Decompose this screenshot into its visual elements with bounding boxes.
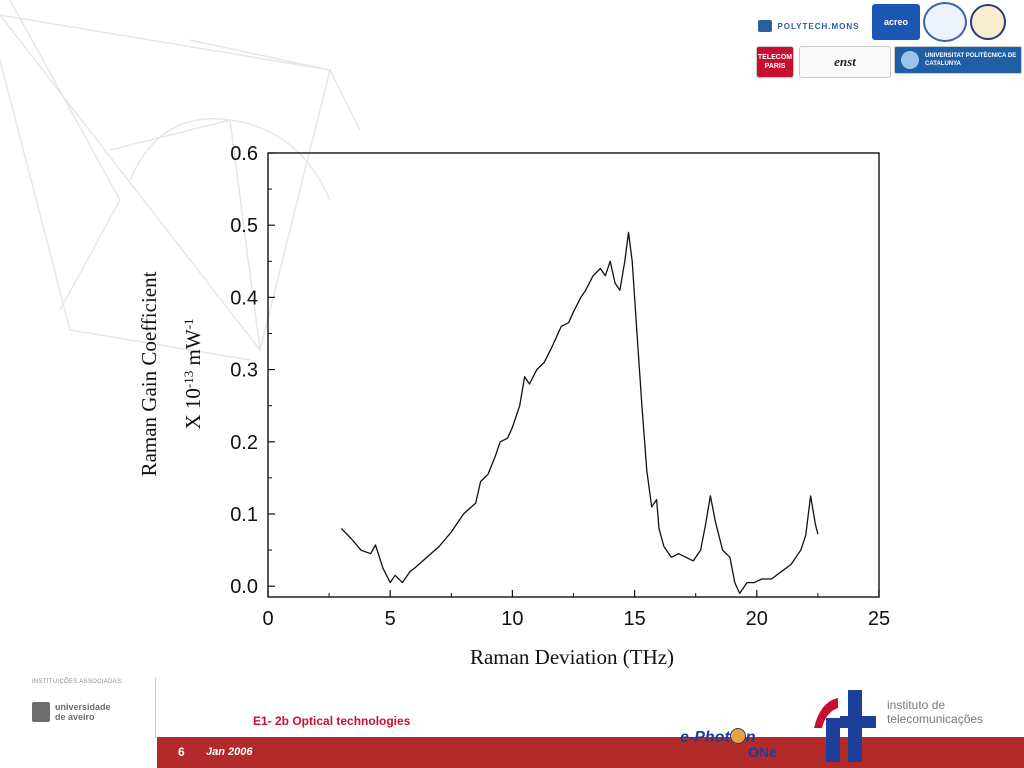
y-axis-title: Raman Gain Coefficient X 10-13 mW-1 (137, 271, 205, 476)
y-axis-ticks: 0.0 0.1 0.2 0.3 0.4 0.5 0.6 (230, 143, 275, 598)
it-line1: instituto de (887, 698, 946, 712)
ephoton-text-post: n (745, 729, 756, 746)
page-number: 6 (178, 745, 185, 759)
polytech-mark-icon (758, 20, 773, 32)
y-tick-label: 0.2 (230, 432, 258, 454)
raman-gain-curve (340, 231, 819, 595)
acreo-logo-text: acreo (883, 17, 909, 27)
footer-red-bar (157, 737, 1024, 768)
associated-institutions-label: INSTITUIÇÕES ASSOCIADAS: (32, 679, 124, 685)
polytech-mons-logo: POLYTECH.MONS (754, 16, 864, 36)
university-crest-logo (970, 4, 1006, 40)
university-seal-logo (923, 2, 967, 42)
x-tick-label: 5 (385, 608, 396, 630)
footer-date: Jan 2006 (206, 746, 253, 758)
y-axis-title-line1: Raman Gain Coefficient (137, 271, 161, 476)
y-tick-label: 0.6 (230, 143, 258, 165)
universidade-aveiro-logo: universidade de aveiro (32, 702, 111, 722)
instituto-telecom-text: instituto de telecomunicações (887, 698, 983, 726)
x-tick-label: 25 (868, 608, 890, 630)
x-tick-label: 20 (746, 608, 768, 630)
enst-bretagne-logo: enst (799, 46, 891, 78)
upc-logo-text: UNIVERSITAT POLITÈCNICA DE CATALUNYA (925, 53, 1017, 67)
x-axis-title: Raman Deviation (THz) (470, 645, 674, 669)
telecom-logo-text: TELECOM PARIS (757, 54, 793, 70)
x-axis-ticks: 0 5 10 15 20 25 (262, 590, 890, 630)
y-tick-label: 0.0 (230, 576, 258, 598)
aveiro-line1: universidade (55, 702, 111, 712)
upc-mark-icon (901, 51, 919, 69)
aveiro-mark-icon (32, 702, 50, 722)
enst-logo-text: enst (834, 54, 856, 69)
y-tick-label: 0.1 (230, 504, 258, 526)
footer-divider (155, 678, 156, 738)
course-title: E1- 2b Optical technologies (253, 714, 411, 728)
x-tick-label: 15 (623, 608, 645, 630)
x-tick-label: 0 (262, 608, 273, 630)
acreo-logo: acreo (872, 4, 920, 40)
ephoton-sub-text: ONe (748, 744, 777, 760)
plot-frame (267, 152, 880, 598)
ephoton-text-pre: e-Phot (680, 729, 730, 746)
x-tick-label: 10 (501, 608, 523, 630)
it-line2: telecomunicações (887, 712, 984, 726)
instituto-telecom-logo-icon (814, 690, 876, 762)
globe-icon (729, 728, 746, 744)
aveiro-logo-text: universidade de aveiro (55, 702, 111, 722)
telecom-paris-logo: TELECOM PARIS (756, 46, 794, 78)
y-tick-label: 0.3 (230, 360, 258, 382)
upc-logo: UNIVERSITAT POLITÈCNICA DE CATALUNYA (894, 46, 1022, 74)
y-tick-label: 0.4 (230, 287, 258, 309)
y-axis-title-line2: X 10-13 mW-1 (181, 318, 206, 429)
aveiro-line2: de aveiro (55, 712, 95, 722)
y-tick-label: 0.5 (230, 215, 258, 237)
polytech-logo-text: POLYTECH.MONS (777, 21, 860, 31)
e-photon-one-logo: e-Phot n (680, 728, 756, 747)
